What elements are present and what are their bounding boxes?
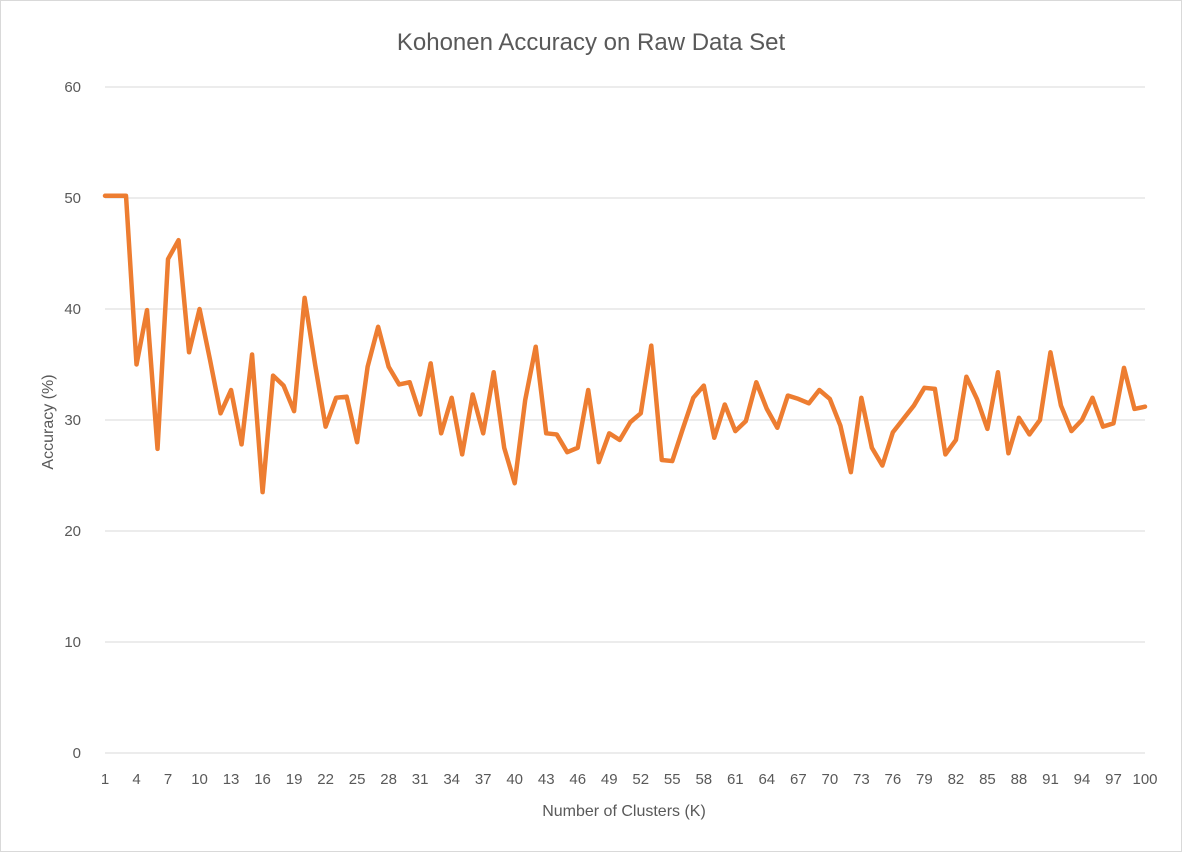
x-tick-label: 97 xyxy=(1105,771,1122,788)
series-layer xyxy=(102,193,1148,495)
x-tick-label: 85 xyxy=(979,771,996,788)
x-tick-label: 79 xyxy=(916,771,933,788)
x-tick-label: 4 xyxy=(132,771,140,788)
x-tick-label: 7 xyxy=(164,771,172,788)
x-tick-label: 19 xyxy=(286,771,303,788)
x-tick-label: 10 xyxy=(191,771,208,788)
y-axis-tick-labels: 0 10 20 30 40 50 60 xyxy=(64,79,81,762)
x-axis-title: Number of Clusters (K) xyxy=(542,803,706,820)
x-tick-label: 1 xyxy=(101,771,109,788)
y-tick-label: 20 xyxy=(64,523,81,540)
chart-title: Kohonen Accuracy on Raw Data Set xyxy=(397,29,786,56)
x-tick-label: 58 xyxy=(695,771,712,788)
x-tick-label: 46 xyxy=(569,771,586,788)
x-tick-label: 91 xyxy=(1042,771,1059,788)
x-tick-label: 16 xyxy=(254,771,271,788)
x-tick-label: 52 xyxy=(632,771,649,788)
x-tick-label: 43 xyxy=(538,771,555,788)
x-tick-label: 37 xyxy=(475,771,492,788)
x-tick-label: 82 xyxy=(948,771,965,788)
x-tick-label: 49 xyxy=(601,771,618,788)
x-tick-label: 31 xyxy=(412,771,429,788)
x-axis-tick-labels: 1 4 7 10 13 16 19 22 25 28 31 34 37 40 43 46 49 52 55 58 61 6… xyxy=(101,771,1158,788)
x-tick-label: 28 xyxy=(380,771,397,788)
x-tick-label: 13 xyxy=(223,771,240,788)
y-tick-label: 30 xyxy=(64,412,81,429)
y-tick-label: 50 xyxy=(64,190,81,207)
y-tick-label: 0 xyxy=(73,745,81,762)
y-tick-label: 10 xyxy=(64,634,81,651)
x-tick-label: 94 xyxy=(1074,771,1091,788)
x-tick-label: 25 xyxy=(349,771,366,788)
y-tick-label: 40 xyxy=(64,301,81,318)
x-tick-label: 61 xyxy=(727,771,744,788)
x-tick-label: 64 xyxy=(758,771,775,788)
y-axis-title: Accuracy (%) xyxy=(40,374,57,469)
series-line-accuracy xyxy=(102,193,1148,495)
x-tick-label: 73 xyxy=(853,771,870,788)
x-tick-label: 55 xyxy=(664,771,681,788)
gridlines xyxy=(105,86,1145,754)
x-tick-label: 100 xyxy=(1132,771,1157,788)
x-tick-label: 34 xyxy=(443,771,460,788)
y-tick-label: 60 xyxy=(64,79,81,96)
x-tick-label: 40 xyxy=(506,771,523,788)
x-tick-label: 22 xyxy=(317,771,334,788)
x-tick-label: 70 xyxy=(822,771,839,788)
x-tick-label: 76 xyxy=(885,771,902,788)
x-tick-label: 88 xyxy=(1011,771,1028,788)
x-tick-label: 67 xyxy=(790,771,807,788)
